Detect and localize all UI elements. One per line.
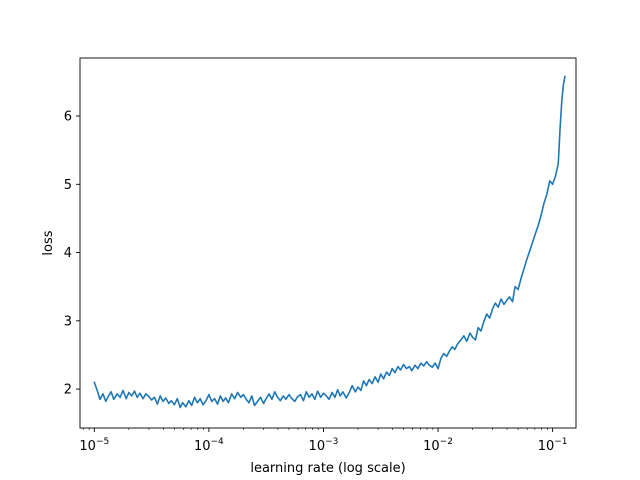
y-tick-label: 5 [64, 178, 72, 193]
y-tick-label: 4 [64, 246, 72, 261]
x-axis-label: learning rate (log scale) [250, 461, 405, 476]
x-tick-label: 10−3 [309, 437, 339, 454]
series-line-loss [93, 75, 566, 409]
x-tick-label: 10−1 [538, 437, 568, 454]
x-tick-label: 10−2 [423, 437, 453, 454]
y-tick-label: 3 [64, 314, 72, 329]
axes-frame [79, 57, 577, 429]
y-ticks: 2 3 4 5 6 [64, 110, 80, 398]
axes-background [80, 58, 576, 428]
x-tick-label: 10−5 [79, 437, 109, 454]
x-tick-label: 10−4 [194, 437, 224, 454]
y-tick-label: 2 [64, 383, 72, 398]
y-axis-label: loss [41, 230, 56, 255]
y-tick-label: 6 [64, 110, 72, 125]
x-ticks: 10−5 10−4 10−3 10−2 10−1 [79, 428, 568, 454]
